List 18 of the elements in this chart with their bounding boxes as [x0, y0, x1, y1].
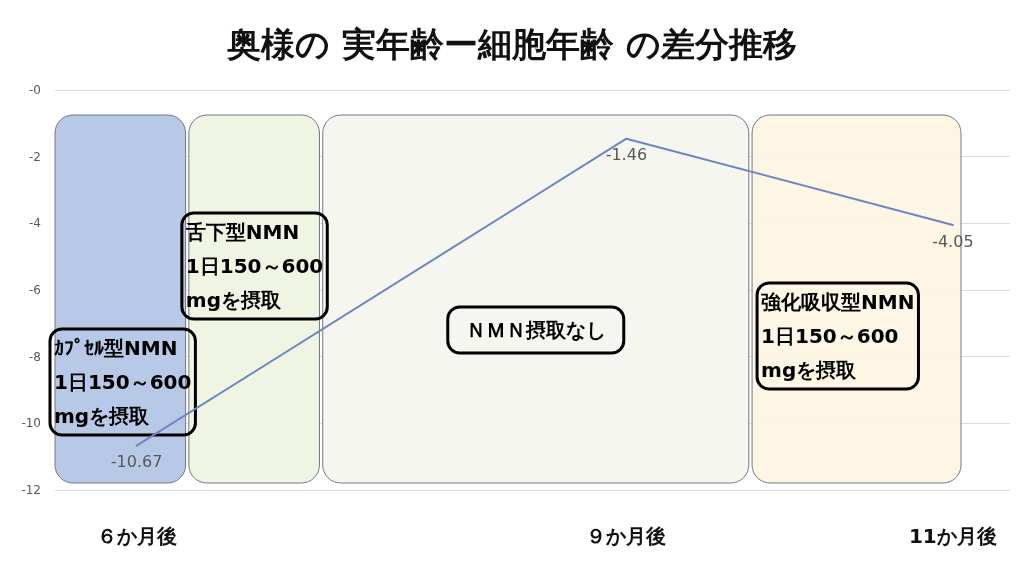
y-tick-label: -10 — [21, 416, 41, 431]
band-label: 舌下型NMN 1日150～600 mgを摂取 — [184, 220, 324, 312]
band-label: 強化吸収型NMN 1日150～600 mgを摂取 — [761, 290, 915, 382]
band-label: ＮＭＮ摂取なし — [465, 318, 606, 342]
x-tick-label: ６か月後 — [96, 524, 177, 548]
x-tick-label: 11か月後 — [908, 524, 997, 548]
y-tick-label: -6 — [29, 283, 41, 297]
y-tick-label: -0 — [29, 83, 41, 97]
x-tick-label: ９か月後 — [586, 524, 667, 548]
y-tick-label: -8 — [29, 349, 41, 364]
y-tick-label: -4 — [29, 216, 41, 231]
data-label: -10.67 — [110, 452, 163, 472]
chart-title: 奥様の 実年齢ー細胞年齢 の差分推移 — [226, 24, 797, 64]
y-tick-label: -12 — [21, 483, 41, 497]
band-label: ｶﾌﾟｾﾙ型NMN 1日150～600 mgを摂取 — [54, 336, 192, 428]
data-label: -1.46 — [605, 145, 648, 165]
data-label: -4.05 — [932, 231, 974, 251]
y-tick-label: -2 — [29, 149, 41, 164]
